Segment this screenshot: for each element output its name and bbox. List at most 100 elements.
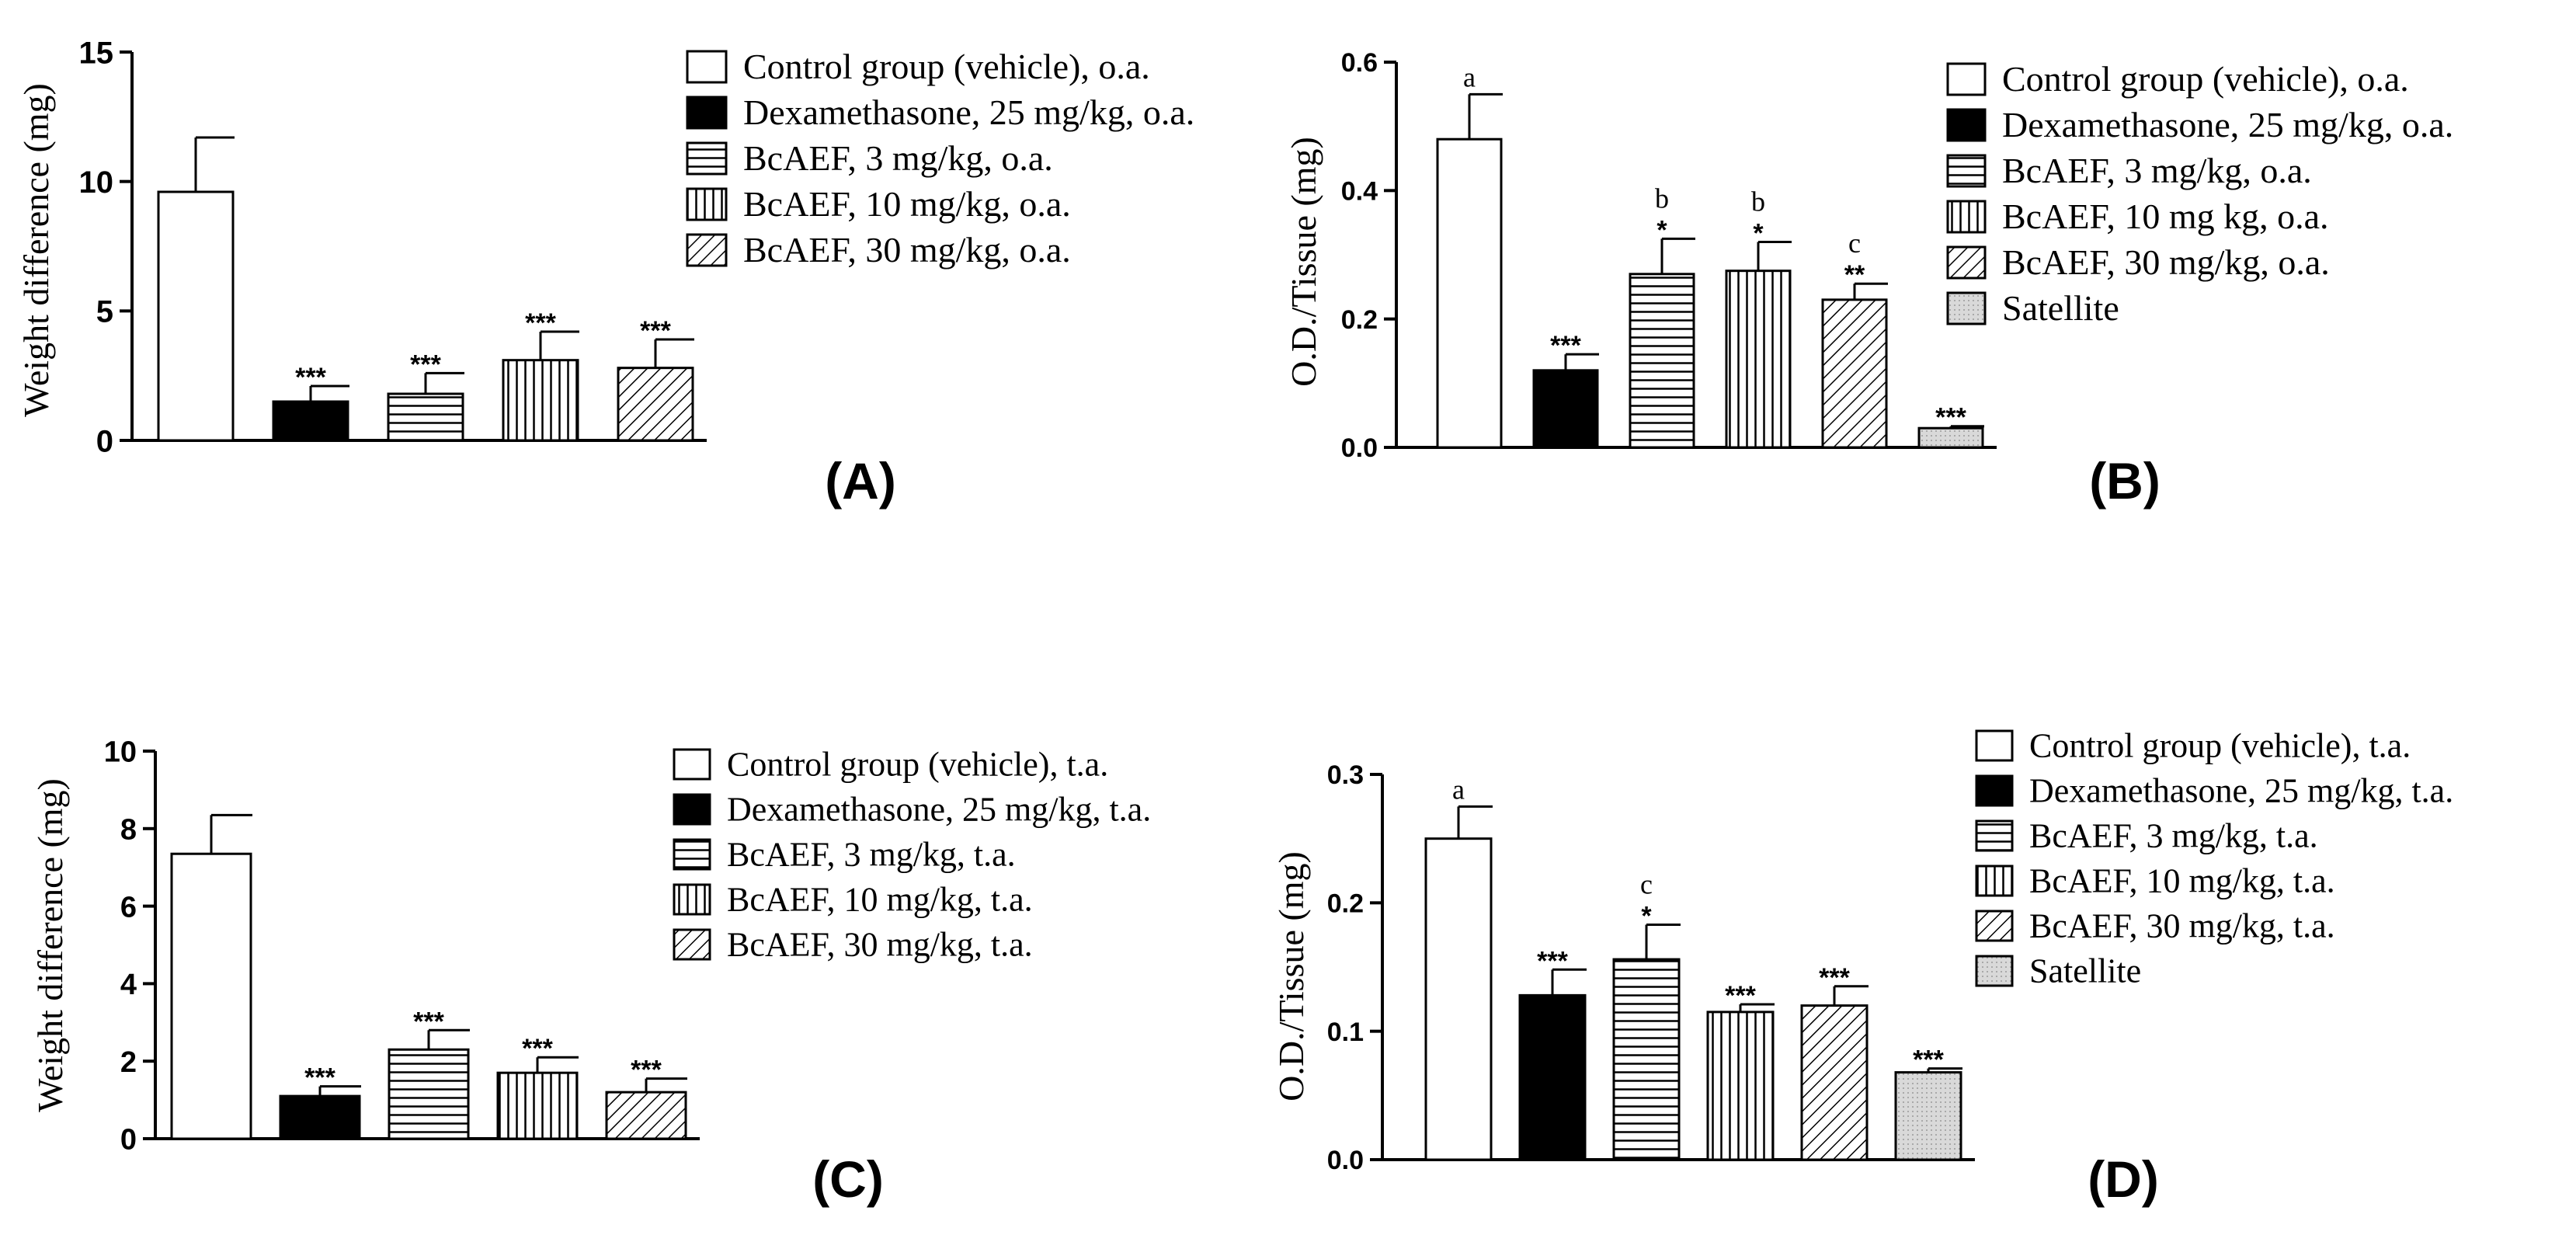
panel-a-legend: Control group (vehicle), o.a. Dexamethaso… bbox=[686, 47, 1194, 270]
significance-label: *** bbox=[522, 1034, 553, 1063]
bar-satellite bbox=[1894, 1071, 1962, 1161]
y-tick-label: 0.2 bbox=[1341, 305, 1378, 335]
bar-control bbox=[157, 190, 235, 442]
panel-a-y-axis-title: Weight difference (mg) bbox=[16, 83, 56, 417]
panel-b-y-axis-title: O.D./Tissue (mg) bbox=[1284, 137, 1323, 387]
y-tick-label: 6 bbox=[120, 891, 137, 924]
bar-control bbox=[1424, 837, 1493, 1161]
bar-satellite bbox=[1917, 426, 1984, 449]
bar-bcaef30 bbox=[1821, 298, 1888, 449]
significance-label: *** bbox=[1725, 981, 1756, 1011]
y-tick-label: 0.4 bbox=[1341, 177, 1378, 207]
legend-swatch-dexamethasone bbox=[673, 793, 711, 826]
legend-swatch-bcaef10 bbox=[673, 883, 711, 916]
significance-label: *** bbox=[631, 1056, 662, 1085]
group-letter-label: a bbox=[1463, 61, 1476, 92]
legend-swatch-dexamethasone bbox=[686, 96, 728, 130]
y-tick-label: 4 bbox=[120, 969, 137, 1001]
legend-label: BcAEF, 30 mg/kg, t.a. bbox=[2029, 907, 2335, 945]
panel-d-label: (D) bbox=[2088, 1150, 2159, 1208]
legend-label: BcAEF, 3 mg/kg, o.a. bbox=[2002, 151, 2312, 190]
bar-dexamethasone bbox=[272, 400, 349, 442]
panel-c-plot: 0 2 4 6 8 10 *** *** *** *** bbox=[104, 736, 700, 1157]
y-tick-label: 5 bbox=[96, 295, 113, 329]
legend-label: Dexamethasone, 25 mg/kg, t.a. bbox=[2029, 772, 2453, 810]
panel-d-legend: Control group (vehicle), t.a. Dexamethaso… bbox=[1975, 727, 2453, 990]
significance-label: *** bbox=[1537, 946, 1568, 976]
legend-swatch-control bbox=[686, 50, 728, 84]
legend-label: Dexamethasone, 25 mg/kg, o.a. bbox=[743, 92, 1194, 132]
panel-b: 0.00.20.40.6 a****b*b**c*** O.D./Tissue (… bbox=[1284, 48, 2453, 510]
group-letter-label: b bbox=[1655, 183, 1669, 214]
significance-label: ** bbox=[1844, 260, 1865, 290]
significance-label: *** bbox=[640, 316, 671, 346]
bar-dexamethasone bbox=[1532, 369, 1599, 449]
bar-bcaef10 bbox=[496, 1071, 579, 1140]
bar-dexamethasone bbox=[1518, 993, 1587, 1161]
group-letter-label: c bbox=[1640, 868, 1653, 899]
bar-bcaef10 bbox=[502, 359, 579, 442]
legend-label: Satellite bbox=[2029, 952, 2141, 990]
y-tick-label: 0 bbox=[120, 1124, 137, 1157]
legend-swatch-dexamethasone bbox=[1946, 108, 1987, 142]
significance-label: * bbox=[1753, 218, 1764, 248]
bar-control bbox=[170, 852, 252, 1140]
y-tick-label: 8 bbox=[120, 813, 137, 846]
group-letter-label: c bbox=[1848, 228, 1861, 259]
legend-swatch-bcaef10 bbox=[1946, 200, 1987, 234]
panel-c-y-axis-title: Weight difference (mg) bbox=[30, 778, 70, 1112]
legend-swatch-bcaef30 bbox=[1975, 910, 2014, 942]
legend-label: BcAEF, 10 mg/kg, t.a. bbox=[2029, 862, 2335, 900]
legend-swatch-bcaef10 bbox=[1975, 865, 2014, 897]
legend-swatch-bcaef30 bbox=[673, 928, 711, 961]
legend-swatch-bcaef3 bbox=[1975, 819, 2014, 852]
y-tick-label: 0.2 bbox=[1327, 889, 1364, 919]
significance-label: *** bbox=[1935, 403, 1966, 433]
legend-label: Dexamethasone, 25 mg/kg, t.a. bbox=[727, 791, 1151, 829]
legend-label: BcAEF, 3 mg/kg, t.a. bbox=[727, 836, 1016, 874]
panel-b-label: (B) bbox=[2089, 452, 2161, 510]
bar-dexamethasone bbox=[279, 1094, 361, 1140]
bar-bcaef10 bbox=[1725, 270, 1792, 449]
significance-label: *** bbox=[525, 308, 556, 338]
bar-control bbox=[1436, 137, 1503, 449]
legend-label: BcAEF, 10 mg kg, o.a. bbox=[2002, 197, 2329, 236]
legend-label: Dexamethasone, 25 mg/kg, o.a. bbox=[2002, 105, 2453, 144]
legend-label: Control group (vehicle), o.a. bbox=[2002, 59, 2409, 99]
y-tick-label: 15 bbox=[79, 36, 114, 70]
bar-bcaef3 bbox=[387, 392, 464, 442]
legend-label: BcAEF, 30 mg/kg, t.a. bbox=[727, 926, 1033, 964]
panel-d: 0.00.10.20.3 a****c********* O.D./Tissue … bbox=[1271, 727, 2453, 1208]
significance-label: *** bbox=[304, 1063, 335, 1093]
legend-swatch-bcaef3 bbox=[673, 838, 711, 871]
bar-bcaef30 bbox=[1800, 1004, 1869, 1161]
panel-b-plot: 0.00.20.40.6 a****b*b**c*** bbox=[1341, 48, 1997, 463]
legend-swatch-bcaef30 bbox=[1946, 245, 1987, 280]
legend-swatch-bcaef10 bbox=[686, 187, 728, 221]
significance-label: * bbox=[1656, 215, 1667, 245]
panel-d-plot: 0.00.10.20.3 a****c********* bbox=[1327, 760, 1975, 1175]
y-tick-label: 0.6 bbox=[1341, 48, 1378, 78]
y-tick-label: 0.0 bbox=[1341, 433, 1378, 463]
legend-label: BcAEF, 30 mg/kg, o.a. bbox=[743, 230, 1071, 270]
legend-swatch-bcaef30 bbox=[686, 233, 728, 267]
panel-c: 0 2 4 6 8 10 *** *** *** *** Weight difference (m… bbox=[30, 736, 1151, 1208]
legend-swatch-control bbox=[1975, 729, 2014, 762]
bar-bcaef3 bbox=[388, 1048, 470, 1140]
legend-swatch-bcaef3 bbox=[686, 141, 728, 176]
bar-bcaef30 bbox=[605, 1091, 687, 1140]
legend-swatch-control bbox=[673, 748, 711, 781]
group-letter-label: b bbox=[1751, 186, 1765, 217]
bar-bcaef30 bbox=[617, 367, 694, 442]
panel-a-label: (A) bbox=[825, 452, 896, 510]
significance-label: *** bbox=[1550, 331, 1581, 360]
significance-label: *** bbox=[1819, 963, 1850, 993]
significance-label: *** bbox=[1913, 1045, 1944, 1075]
y-tick-label: 0.0 bbox=[1327, 1146, 1364, 1175]
panel-b-legend: Control group (vehicle), o.a. Dexamethaso… bbox=[1946, 59, 2453, 328]
group-letter-label: a bbox=[1452, 774, 1465, 805]
y-tick-label: 10 bbox=[104, 736, 137, 769]
legend-swatch-dexamethasone bbox=[1975, 774, 2014, 807]
legend-label: Control group (vehicle), t.a. bbox=[2029, 727, 2411, 765]
legend-swatch-satellite bbox=[1975, 955, 2014, 987]
